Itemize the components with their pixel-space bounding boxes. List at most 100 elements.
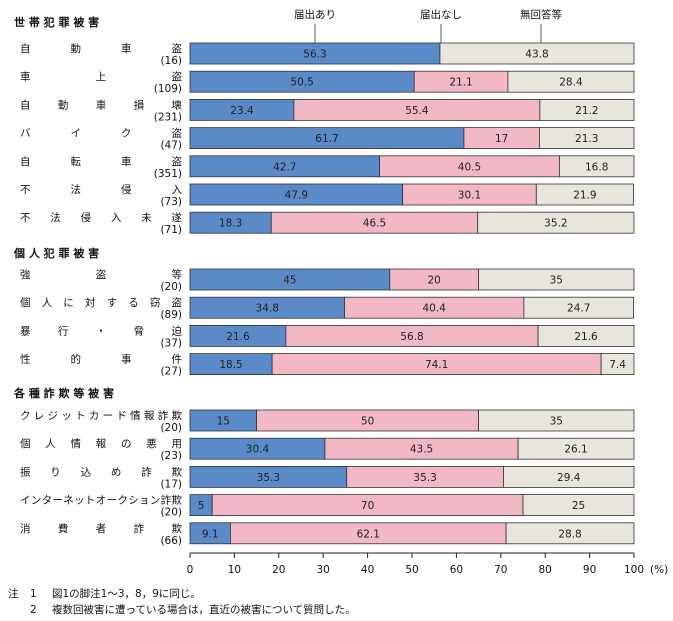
data-label: 70 (361, 500, 374, 512)
bar-segment (535, 183, 634, 206)
data-label: 21.1 (449, 77, 472, 89)
bar-segment (478, 268, 635, 291)
x-tick-label: 80 (539, 564, 552, 576)
category-count: (20) (160, 281, 182, 293)
data-label: 21.6 (574, 331, 598, 343)
category-count: (47) (160, 140, 182, 152)
data-label: 24.7 (567, 303, 590, 315)
x-tick-label: 90 (583, 564, 596, 576)
category-label: 不 法 侵 入 未 遂 (20, 211, 183, 224)
category-count: (16) (160, 55, 182, 67)
bar-segment (539, 99, 635, 121)
category-label: バ イ ク 盗 (20, 127, 183, 140)
category-label: 自 転 車 盗 (20, 155, 183, 168)
x-tick-label: 60 (450, 564, 463, 576)
bar-segment (537, 324, 635, 347)
bar-segment (505, 522, 635, 545)
data-label: 35.2 (544, 218, 567, 230)
category-label: 個人に対する窃盗 (20, 296, 183, 309)
category-count: (17) (160, 478, 182, 490)
data-label: 30.4 (246, 444, 270, 456)
group-title-0: 世 帯 犯 罪 被 害 (14, 15, 99, 29)
data-label: 40.4 (423, 303, 447, 315)
data-label: 50.5 (290, 77, 313, 89)
data-label: 5 (198, 500, 205, 512)
category-count: (27) (160, 366, 182, 378)
category-label: クレジットカード情報詐欺 (20, 409, 183, 422)
data-label: 50 (361, 416, 374, 428)
data-label: 35 (550, 416, 563, 428)
category-count: (23) (160, 450, 182, 462)
data-label: 43.5 (410, 444, 433, 456)
data-label: 29.4 (557, 472, 581, 484)
group-title-1: 個 人 犯 罪 被 害 (13, 246, 99, 260)
data-label: 25 (572, 500, 585, 512)
category-label: インターネットオークション詐欺 (20, 494, 183, 507)
bar-segment (517, 437, 635, 460)
category-count: (89) (160, 309, 182, 321)
data-label: 74.1 (425, 359, 448, 371)
data-label: 16.8 (585, 161, 608, 173)
footnote-2: 2 複数回被害に遭っている場合は，直近の被害について質問した。 (30, 604, 356, 616)
data-label: 56.8 (400, 331, 423, 343)
bar-segment (522, 494, 635, 517)
bar-segment (507, 70, 635, 93)
category-label: 強 盗 等 (20, 268, 183, 281)
data-label: 15 (217, 416, 230, 428)
data-label: 20 (428, 275, 441, 287)
x-tick-label: 10 (228, 564, 241, 576)
bar-segment (477, 211, 635, 234)
data-label: 23.4 (230, 105, 254, 117)
category-label: 自 動 車 損 壊 (20, 98, 183, 111)
category-label: 暴 行 ・ 脅 迫 (20, 324, 183, 337)
bar-segment (439, 42, 635, 65)
category-count: (20) (160, 422, 182, 434)
category-label: 振 り 込 め 詐 欺 (20, 465, 183, 478)
data-label: 28.4 (559, 77, 583, 89)
legend-label-0: 届出あり (294, 8, 336, 21)
category-count: (231) (154, 111, 182, 123)
data-label: 30.1 (458, 190, 481, 202)
x-tick-label: 100 (624, 564, 644, 576)
bar-segment (478, 409, 635, 432)
data-label: 21.6 (226, 331, 250, 343)
data-label: 18.5 (219, 359, 242, 371)
bar-segment (600, 353, 635, 376)
category-label: 消 費 者 詐 欺 (20, 522, 183, 535)
x-tick-label: 0 (187, 564, 194, 576)
data-label: 62.1 (357, 528, 380, 540)
data-label: 46.5 (363, 218, 386, 230)
x-tick-label: 70 (494, 564, 507, 576)
x-axis-unit: (%) (650, 564, 668, 576)
category-count: (71) (160, 224, 182, 236)
footnotes: 注 1 図1の脚注1～3，8，9に同じ。 2 複数回被害に遭っている場合は，直近… (8, 586, 356, 618)
data-label: 28.8 (558, 528, 581, 540)
data-label: 61.7 (315, 133, 338, 145)
x-tick-label: 30 (317, 564, 330, 576)
x-tick-label: 20 (272, 564, 285, 576)
data-label: 42.7 (273, 161, 296, 173)
data-label: 45 (283, 275, 296, 287)
category-label: 自 動 車 盗 (20, 42, 183, 55)
data-label: 9.1 (202, 528, 219, 540)
data-label: 35 (550, 275, 563, 287)
category-label: 性 的 事 件 (20, 353, 182, 366)
footnote-1: 注 1 図1の脚注1～3，8，9に同じ。 (8, 588, 201, 600)
data-label: 35.3 (257, 472, 280, 484)
legend-label-2: 無回答等 (520, 8, 562, 21)
data-label: 55.4 (405, 105, 429, 117)
bar-segment (539, 127, 635, 149)
category-count: (37) (160, 337, 182, 349)
data-label: 40.5 (458, 161, 481, 173)
data-label: 34.8 (256, 303, 279, 315)
data-label: 18.3 (219, 218, 242, 230)
category-count: (351) (154, 168, 182, 180)
data-label: 26.1 (564, 444, 587, 456)
data-label: 21.2 (575, 105, 598, 117)
bar-segment (503, 465, 635, 488)
group-title-2: 各 種 詐 欺 等 被 害 (13, 386, 114, 400)
category-count: (73) (160, 196, 182, 208)
category-label: 不 法 侵 入 (20, 183, 183, 196)
legend-label-1: 届出なし (420, 8, 462, 21)
